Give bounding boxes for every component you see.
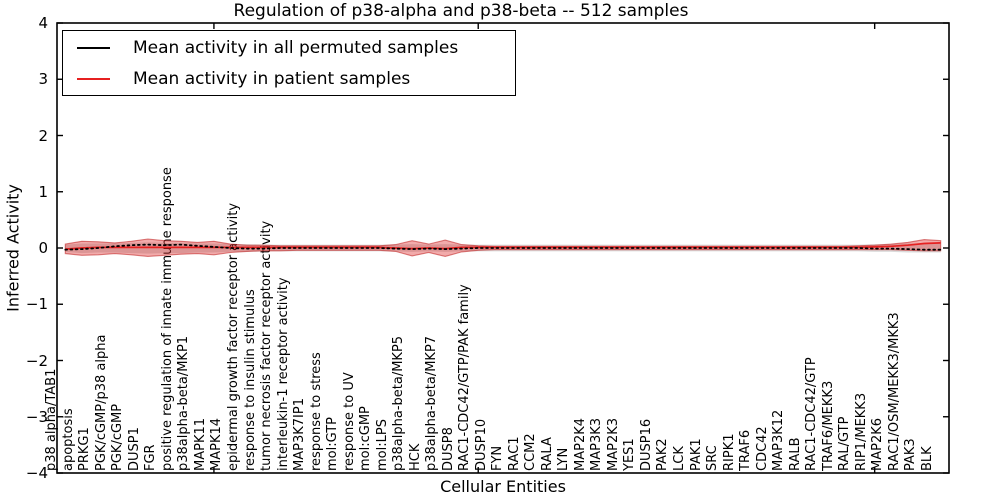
y-tick-label: 3 — [38, 70, 48, 89]
x-tick-label: PRKG1 — [77, 427, 93, 471]
x-tick-label: SRC — [705, 445, 720, 471]
x-tick-label: mol:cGMP — [358, 406, 374, 471]
x-tick-label: interleukin-1 receptor activity — [275, 277, 291, 471]
x-tick-label: MAPK14 — [209, 417, 225, 471]
y-tick-label: 1 — [38, 182, 48, 201]
x-tick-label: MAP3K7IP1 — [292, 398, 307, 471]
x-tick-label: MAP2K4 — [572, 417, 588, 471]
x-tick-label: LCK — [672, 446, 687, 471]
x-tick-label: DUSP10 — [473, 418, 489, 471]
y-tick-label: −4 — [25, 464, 48, 482]
patient-band — [64, 238, 942, 257]
x-tick-label: PGK/cGMP — [110, 403, 126, 471]
x-tick-label: PGK/cGMP/p38 alpha — [93, 334, 109, 471]
x-tick-label: mol:GTP — [325, 417, 341, 471]
permuted-band — [65, 242, 941, 254]
x-tick-label: RAL/GTP — [837, 416, 853, 471]
x-tick-label: DUSP1 — [126, 427, 142, 471]
x-tick-label: TRAF6/MEKK3 — [820, 380, 836, 471]
y-tick-label: −2 — [25, 351, 48, 370]
legend-item-permuted: Mean activity in all permuted samples — [63, 33, 515, 62]
x-tick-label: response to UV — [341, 372, 357, 471]
chart-title: Regulation of p38-alpha and p38-beta -- … — [233, 1, 689, 21]
x-tick-label: RALB — [787, 437, 803, 471]
x-tick-label: RIP1/MEKK3 — [853, 392, 869, 471]
legend-label-permuted: Mean activity in all permuted samples — [133, 37, 459, 58]
x-tick-label: PAK2 — [655, 438, 671, 471]
y-tick-label: −3 — [25, 407, 48, 426]
x-tick-label: CDC42 — [754, 426, 770, 471]
x-tick-label: response to stress — [308, 352, 324, 471]
x-tick-label: MAP2K3 — [605, 417, 621, 471]
x-tick-label: MAPK11 — [192, 417, 208, 471]
x-tick-label: BLK — [919, 446, 935, 471]
permuted-mean-line — [64, 243, 942, 251]
x-tick-label: RAC1-CDC42/GTP/PAK family — [457, 284, 473, 471]
x-tick-label: FGR — [143, 444, 159, 471]
y-tick-label: 4 — [38, 14, 48, 32]
x-tick-label: MAP3K3 — [589, 417, 605, 471]
legend-line-permuted-icon — [77, 46, 110, 49]
x-tick-label: MAP2K6 — [870, 417, 886, 471]
legend-label-patient: Mean activity in patient samples — [133, 68, 411, 89]
x-tick-label: FYN — [490, 445, 506, 471]
x-tick-label: apoptosis — [60, 408, 76, 471]
x-tick-label: p38alpha-beta/MKP1 — [176, 335, 192, 471]
legend-item-patient: Mean activity in patient samples — [63, 64, 515, 93]
x-tick-label: LYN — [556, 447, 572, 471]
x-tick-label: MAP3K12 — [771, 409, 787, 471]
x-tick-label: RAC1 — [506, 436, 522, 471]
x-tick-label: YES1 — [622, 438, 638, 471]
x-tick-label: RAC1-CDC42/GTP — [804, 357, 820, 471]
x-tick-label: PAK1 — [688, 438, 704, 471]
legend: Mean activity in all permuted samples Me… — [62, 30, 516, 96]
x-tick-label: epidermal growth factor receptor activit… — [226, 202, 241, 471]
x-tick-label: RALA — [539, 437, 555, 471]
x-tick-label: positive regulation of innate immune res… — [159, 167, 175, 471]
y-tick-label: 0 — [38, 239, 48, 257]
y-tick-label: −1 — [25, 295, 48, 314]
x-tick-label: DUSP8 — [440, 427, 456, 471]
y-tick-label: 2 — [38, 126, 48, 145]
patient-mean-line — [65, 242, 941, 250]
x-tick-label: HCK — [407, 443, 423, 471]
x-tick-label: tumor necrosis factor receptor activity — [259, 220, 274, 471]
x-tick-label: RAC1/OSM/MEKK3/MKK3 — [886, 312, 902, 471]
x-tick-label: mol:LPS — [374, 419, 390, 471]
x-tick-label: response to insulin stimulus — [242, 289, 258, 471]
x-tick-label: CCM2 — [523, 433, 539, 471]
x-tick-label: RIPK1 — [721, 433, 737, 471]
x-tick-label: p38alpha-beta/MKP5 — [391, 335, 407, 471]
legend-line-patient-icon — [77, 77, 110, 80]
x-tick-label: TRAF6 — [738, 429, 753, 471]
x-tick-label: p38alpha-beta/MKP7 — [424, 335, 440, 471]
x-tick-label: p38 alpha/TAB1 — [44, 368, 60, 471]
x-axis-label: Cellular Entities — [440, 477, 566, 496]
x-tick-label: PAK3 — [903, 438, 919, 471]
x-tick-label: DUSP16 — [638, 418, 654, 471]
